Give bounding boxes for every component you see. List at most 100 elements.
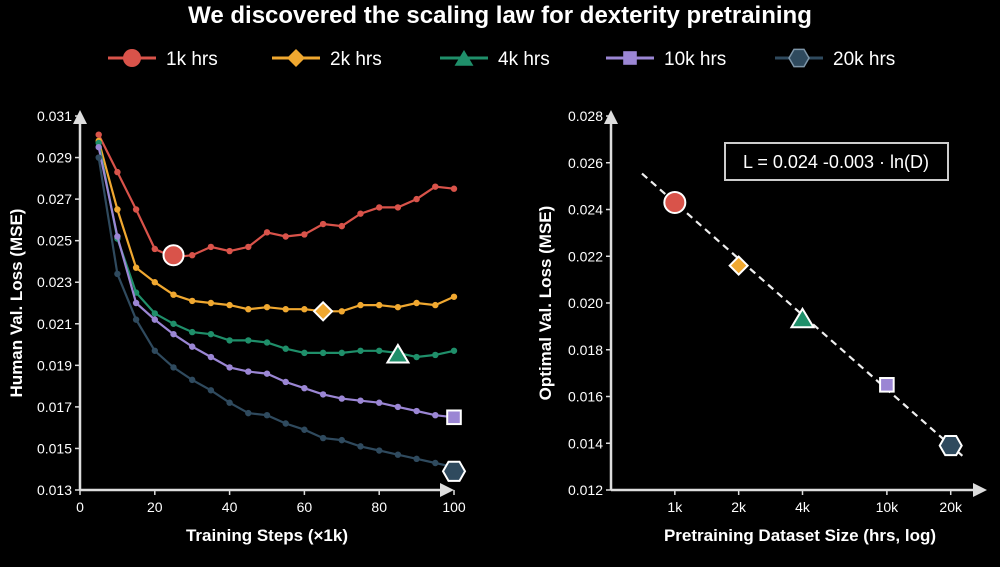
- left-optimum-marker-1: [162, 244, 185, 267]
- left-series-3-point-11: [282, 345, 289, 352]
- left-series-2-point-20: [450, 293, 458, 300]
- left-y-axis-label: Human Val. Loss (MSE): [7, 209, 26, 398]
- left-series-5-point-14: [338, 436, 345, 444]
- left-series-1-point-11: [282, 233, 289, 240]
- left-series-1-point-6: [189, 252, 196, 259]
- left-series-2-point-11: [282, 306, 289, 313]
- left-series-2-point-5: [170, 291, 177, 298]
- right-chart: 1k 2k 4k 10k 20k 0.012 0.014 0.016 0.018 0.020 0.0…: [536, 108, 987, 545]
- left-series-5-point-2: [114, 270, 121, 278]
- left-series-2-point-2: [114, 206, 121, 213]
- right-point-5: [938, 435, 963, 457]
- left-series-2-point-9: [245, 306, 252, 313]
- chart-title: We discovered the scaling law for dexter…: [188, 2, 812, 29]
- left-series-4-point-18: [413, 407, 420, 415]
- left-y-tick-label-4: 0.021: [37, 316, 72, 332]
- left-y-tick-label-8: 0.029: [37, 150, 72, 166]
- left-series-3-point-15: [357, 347, 364, 354]
- left-series-1-point-7: [207, 243, 215, 251]
- left-series-line-1: [97, 134, 455, 259]
- left-series-1-point-9: [245, 243, 252, 251]
- left-series-2-point-3: [132, 264, 140, 271]
- right-y-tick-label-0: 0.012: [568, 482, 603, 498]
- right-y-tick-label-7: 0.026: [568, 155, 603, 171]
- right-x-tick-label-0: 1k: [667, 499, 683, 515]
- left-chart: 0 20 40 60 80 100 0.013 0.015 0.017 0.019 0.021 0.0…: [7, 108, 467, 545]
- legend-label-4: 10k hrs: [664, 49, 726, 70]
- left-series-4-point-4: [151, 316, 158, 323]
- left-series-2-point-8: [226, 301, 233, 309]
- right-y-axis-label: Optimal Val. Loss (MSE): [536, 206, 555, 401]
- left-series-5-point-9: [245, 409, 252, 417]
- left-y-axis-arrow: [73, 110, 87, 124]
- left-x-tick-label-5: 100: [442, 499, 466, 515]
- left-series-4-point-9: [245, 368, 252, 375]
- left-series-3-point-6: [189, 328, 196, 336]
- left-series-3-point-10: [263, 339, 271, 346]
- legend: 1k hrs 2k hrs 4k hrs 10k hrs 20k hrs: [108, 48, 895, 70]
- left-series-2-point-19: [432, 301, 439, 309]
- left-y-tick-label-0: 0.013: [37, 482, 72, 498]
- left-y-tick-label-7: 0.027: [37, 191, 72, 207]
- left-series-5-point-15: [357, 443, 364, 450]
- left-series-3-point-9: [245, 337, 252, 344]
- left-series-5-point-18: [413, 455, 420, 463]
- left-series-line-2: [97, 140, 455, 313]
- legend-marker-2: [287, 49, 305, 67]
- left-series-5-point-12: [301, 426, 308, 433]
- left-series-4-point-15: [357, 397, 364, 404]
- left-y-tick-label-9: 0.031: [37, 108, 72, 124]
- left-series-3-point-5: [170, 320, 177, 327]
- right-x-tick-label-4: 20k: [939, 499, 963, 515]
- left-series-4-point-10: [263, 370, 271, 377]
- left-series-1-point-17: [394, 204, 402, 211]
- left-series-2-point-16: [376, 301, 383, 309]
- legend-marker-5: [788, 48, 810, 68]
- left-series-2-point-18: [413, 299, 420, 307]
- right-x-tick-label-1: 2k: [731, 499, 747, 515]
- legend-label-1: 1k hrs: [166, 49, 218, 70]
- left-series-3-point-4: [151, 310, 158, 317]
- left-y-tick-label-1: 0.015: [37, 440, 72, 456]
- equation-box: [724, 142, 949, 181]
- left-x-tick-label-4: 80: [371, 499, 387, 515]
- left-series-5-point-13: [319, 434, 327, 442]
- left-series-2-point-6: [189, 297, 196, 305]
- left-series-4-point-17: [394, 403, 402, 411]
- left-series-5-point-10: [263, 412, 271, 419]
- left-series-1-point-19: [432, 183, 439, 190]
- left-series-4-point-19: [432, 412, 439, 419]
- left-series-5-point-6: [189, 376, 196, 384]
- right-point-4: [879, 377, 895, 393]
- left-series-4-point-7: [207, 353, 215, 361]
- left-series-5-point-4: [151, 347, 158, 354]
- right-x-tick-label-2: 4k: [795, 499, 811, 515]
- left-series-1-point-14: [338, 222, 345, 230]
- legend-marker-3: [454, 50, 474, 66]
- right-y-tick-label-8: 0.028: [568, 108, 603, 124]
- left-series-4-point-1: [95, 143, 102, 151]
- left-series-2-point-17: [394, 303, 402, 311]
- legend-label-5: 20k hrs: [833, 49, 895, 70]
- left-series-2-point-15: [357, 301, 364, 309]
- left-series-2-point-12: [301, 306, 308, 313]
- left-series-4-point-2: [114, 233, 121, 240]
- right-y-tick-label-1: 0.014: [568, 435, 603, 451]
- left-series-1-point-12: [301, 231, 308, 238]
- left-series-3-point-19: [432, 351, 439, 359]
- left-series-3-point-16: [376, 347, 383, 354]
- left-series-1-point-20: [450, 185, 458, 192]
- right-x-axis-label: Pretraining Dataset Size (hrs, log): [664, 526, 936, 545]
- legend-label-3: 4k hrs: [498, 49, 550, 70]
- left-series-1-point-8: [226, 247, 233, 255]
- left-series-5-point-19: [432, 459, 439, 467]
- left-series-5-point-11: [282, 420, 289, 427]
- left-series-3-point-7: [207, 330, 215, 338]
- left-y-tick-label-3: 0.019: [37, 357, 72, 373]
- left-optimum-marker-3: [385, 343, 411, 364]
- right-point-1: [663, 190, 687, 214]
- left-y-tick-label-2: 0.017: [37, 399, 72, 415]
- left-series-4-point-5: [170, 330, 177, 338]
- left-x-tick-label-3: 60: [297, 499, 313, 515]
- legend-marker-1: [123, 49, 141, 67]
